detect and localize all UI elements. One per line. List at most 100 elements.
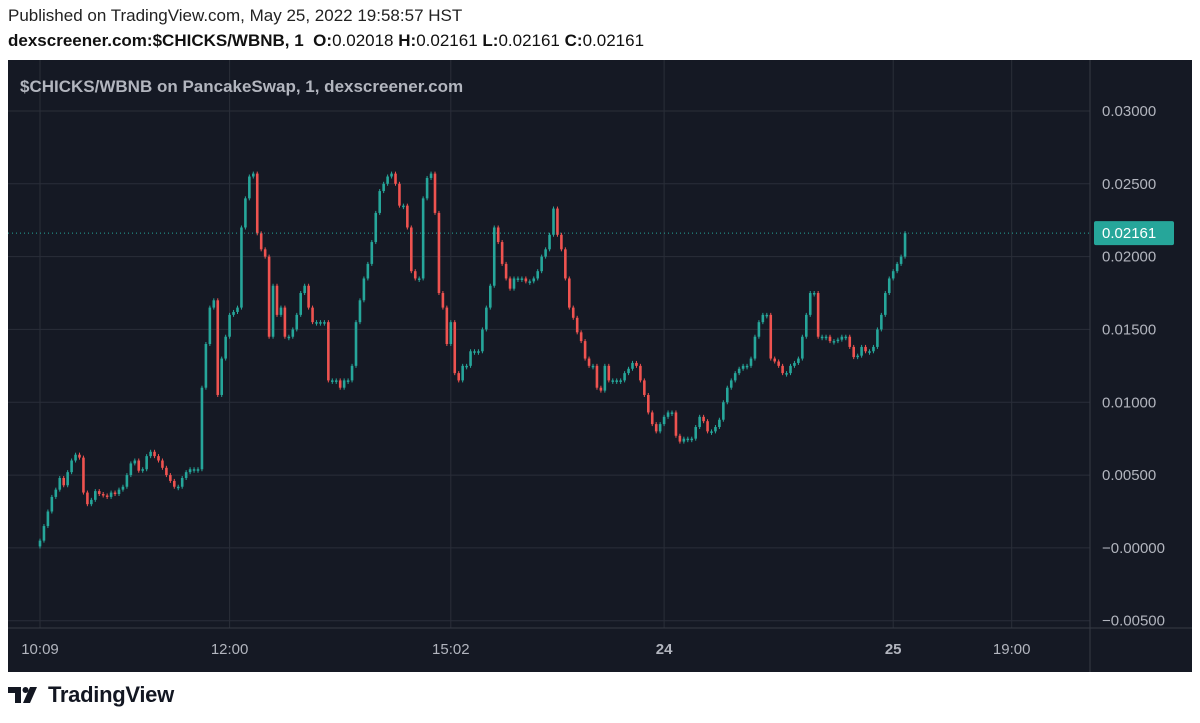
candle <box>173 480 176 487</box>
candle <box>105 495 109 497</box>
candle <box>417 278 421 280</box>
candle <box>70 460 73 473</box>
candle <box>86 492 89 505</box>
candle <box>714 427 717 432</box>
candle <box>872 346 875 352</box>
candle <box>903 233 907 257</box>
candle <box>797 358 800 363</box>
candle <box>275 285 279 315</box>
candle <box>722 402 725 420</box>
candle <box>706 421 709 432</box>
candle <box>244 198 247 228</box>
candle <box>429 173 433 178</box>
candle <box>785 373 788 375</box>
candle <box>74 454 77 461</box>
candle <box>757 322 761 337</box>
candle <box>216 300 220 395</box>
candle <box>773 358 776 362</box>
candle <box>232 311 235 315</box>
candle <box>457 373 460 381</box>
candle <box>117 489 121 495</box>
tradingview-logo[interactable]: TradingView <box>8 682 174 708</box>
candle <box>504 263 508 279</box>
candle <box>137 460 141 471</box>
candle <box>406 205 409 228</box>
candle <box>548 234 551 250</box>
candle <box>868 351 871 353</box>
candle <box>485 307 488 330</box>
y-tick-label: 0.01500 <box>1102 321 1156 338</box>
candle <box>42 526 46 541</box>
candle <box>579 332 583 342</box>
candle <box>473 351 476 353</box>
candle <box>378 191 381 213</box>
candle <box>524 278 528 282</box>
candle <box>291 329 295 337</box>
open-label: O: <box>313 31 333 50</box>
candle <box>568 278 571 308</box>
candle <box>812 293 816 295</box>
candle <box>647 394 650 413</box>
candle <box>682 438 686 442</box>
candle <box>267 256 271 337</box>
candle <box>358 300 362 323</box>
candle <box>287 336 291 339</box>
candle <box>650 412 654 425</box>
candle <box>109 492 113 497</box>
candle <box>421 198 425 279</box>
candle <box>603 365 607 391</box>
candle <box>90 499 93 505</box>
candle <box>844 336 848 339</box>
last-price-label: 0.02161 <box>1102 225 1156 242</box>
tradingview-brand: TradingView <box>48 682 174 707</box>
candle <box>639 365 642 381</box>
candle <box>520 278 524 280</box>
candle <box>350 365 354 381</box>
price-chart[interactable]: 0.03000 0.02500 0.02000 0.01500 0.01000 0.005… <box>8 60 1192 672</box>
y-tick-label: 0.03000 <box>1102 103 1156 120</box>
candle <box>864 346 867 352</box>
candle <box>307 285 310 308</box>
candle <box>895 263 899 272</box>
candle <box>583 341 587 359</box>
candle <box>165 467 168 476</box>
candle <box>433 173 437 213</box>
candle <box>840 336 844 340</box>
candle <box>607 365 611 381</box>
candle <box>248 176 251 199</box>
candle <box>58 477 62 490</box>
y-tick-label: −0.00000 <box>1102 540 1165 557</box>
candle <box>390 173 393 177</box>
candle <box>176 486 180 489</box>
candle <box>101 494 105 496</box>
candle <box>690 438 694 441</box>
candle <box>157 456 160 461</box>
candle <box>54 489 58 497</box>
candle <box>66 472 69 486</box>
y-tick-label: 0.01000 <box>1102 394 1156 411</box>
candle <box>836 339 840 342</box>
candle <box>587 358 591 366</box>
candle <box>303 285 306 294</box>
candle <box>848 336 852 347</box>
candle <box>465 365 468 368</box>
candle <box>82 457 85 493</box>
candle <box>500 242 504 264</box>
candle <box>876 329 879 347</box>
candle <box>781 365 784 374</box>
open-value: 0.02018 <box>332 31 394 50</box>
candle <box>512 278 516 289</box>
candle <box>880 314 883 330</box>
candle <box>449 322 453 344</box>
candle <box>599 387 603 391</box>
candle <box>552 208 555 235</box>
candle <box>816 293 820 337</box>
chart-background <box>8 60 1192 672</box>
candle <box>528 281 532 283</box>
candle <box>295 314 299 330</box>
candle <box>769 314 773 359</box>
candle <box>362 278 366 301</box>
chart-panel[interactable]: 0.03000 0.02500 0.02000 0.01500 0.01000 0.005… <box>8 60 1192 672</box>
close-value: 0.02161 <box>582 31 645 50</box>
candle <box>188 469 192 473</box>
